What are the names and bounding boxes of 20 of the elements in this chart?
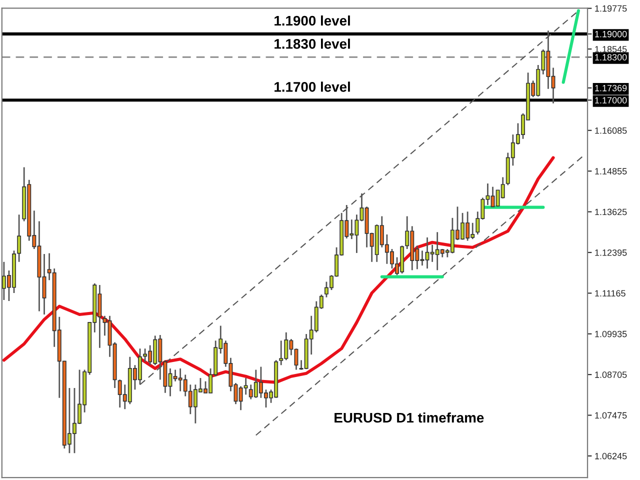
y-tick-label: 1.14855 (595, 168, 627, 174)
ref-line-label: 1.1700 level (274, 82, 350, 92)
ref-line-label: 1.1830 level (274, 38, 350, 49)
y-tick-label: 1.09935 (595, 330, 627, 338)
y-tick-label: 1.18300 (595, 54, 627, 60)
candlestick (17, 214, 22, 263)
y-tick-label: 1.07475 (595, 412, 627, 419)
y-tick-label: 1.06245 (595, 452, 627, 460)
y-tick-label: 1.19775 (595, 5, 627, 12)
y-tick-label: 1.19000 (595, 30, 627, 38)
y-tick-label: 1.17369 (595, 84, 627, 92)
annotation: EURUSD D1 timeframe (334, 412, 484, 423)
y-tick-label: 1.08705 (595, 372, 627, 378)
y-tick-label: 1.18545 (595, 46, 627, 52)
y-tick-label: 1.17000 (595, 97, 627, 104)
y-tick-label: 1.12395 (595, 249, 627, 256)
y-tick-label: 1.11165 (595, 290, 626, 297)
y-tick-label: 1.16085 (595, 127, 627, 134)
y-tick-label: 1.13625 (595, 208, 627, 216)
ref-line-label: 1.1900 level (274, 15, 350, 26)
